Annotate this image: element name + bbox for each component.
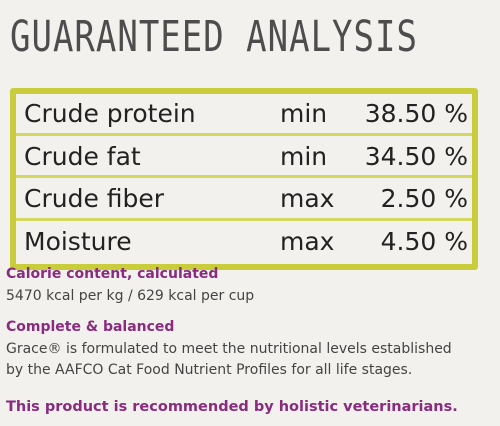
cell: Crude fiber bbox=[24, 184, 165, 213]
section-heading: Calorie content, calculated bbox=[6, 266, 219, 282]
cell: max bbox=[280, 184, 335, 213]
cell: 34.50 % bbox=[364, 141, 468, 171]
cell: min bbox=[280, 141, 328, 171]
footer: This product is recommended by holistic … bbox=[6, 399, 458, 415]
table-row: Crude protein min 38.50 % bbox=[16, 93, 472, 136]
cell: Moisture bbox=[24, 226, 132, 256]
section-heading: Complete & balanced bbox=[6, 319, 175, 335]
table-row: Crude fiber max 2.50 % bbox=[16, 178, 472, 221]
table-row: Moisture max 4.50 % bbox=[16, 221, 472, 261]
title: GUARANTEED ANALYSIS bbox=[10, 12, 418, 62]
cell: 38.50 % bbox=[364, 99, 468, 128]
section-text: by the AAFCO Cat Food Nutrient Profiles … bbox=[6, 362, 413, 378]
analysis-table: Crude protein min 38.50 % Crude fat min 34.50… bbox=[10, 88, 478, 270]
cell: Crude fat bbox=[24, 141, 141, 171]
cell: min bbox=[280, 99, 328, 128]
cell: Crude protein bbox=[24, 99, 196, 128]
cell: 4.50 % bbox=[380, 226, 468, 256]
cell: 2.50 % bbox=[380, 184, 468, 213]
cell: max bbox=[280, 226, 335, 256]
table-row: Crude fat min 34.50 % bbox=[16, 136, 472, 178]
section-text: 5470 kcal per kg / 629 kcal per cup bbox=[6, 288, 255, 304]
section-text: Grace® is formulated to meet the nutriti… bbox=[6, 341, 452, 357]
